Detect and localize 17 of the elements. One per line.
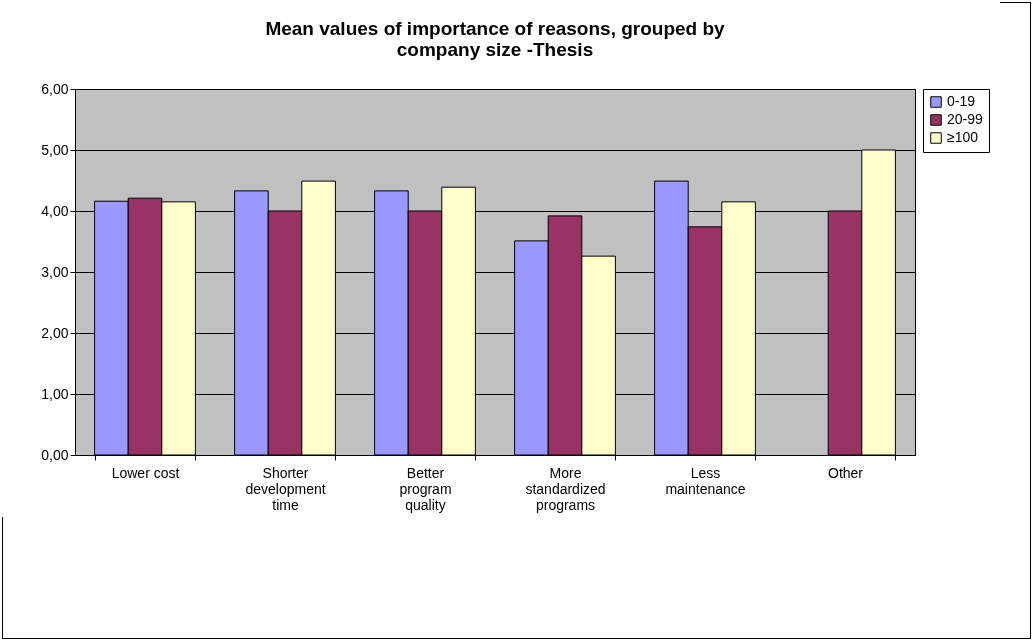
legend-label: 0-19 [947, 93, 976, 109]
x-tick-label: Other [827, 464, 864, 481]
y-tick-label: 3,00 [41, 263, 69, 280]
x-tick-label: Better program quality [399, 464, 452, 513]
x-tick-label: Lower cost [111, 464, 180, 481]
legend-label: ≥100 [947, 129, 979, 145]
y-tick-label: 2,00 [41, 324, 69, 341]
legend-label: 20-99 [947, 111, 984, 127]
y-tick-label: 4,00 [41, 202, 69, 219]
y-tick-label: 5,00 [41, 141, 69, 158]
x-tick-label: Shorter development time [245, 464, 326, 513]
x-tick-label: More standardized programs [525, 464, 606, 513]
y-tick-label: 1,00 [41, 385, 69, 402]
x-tick-label: Less maintenance [665, 464, 746, 497]
chart-title: Mean values of importance of reasons, grouped by company size -Thesis [265, 18, 726, 60]
y-tick-label: 6,00 [41, 80, 69, 97]
y-tick-label: 0,00 [41, 446, 69, 463]
